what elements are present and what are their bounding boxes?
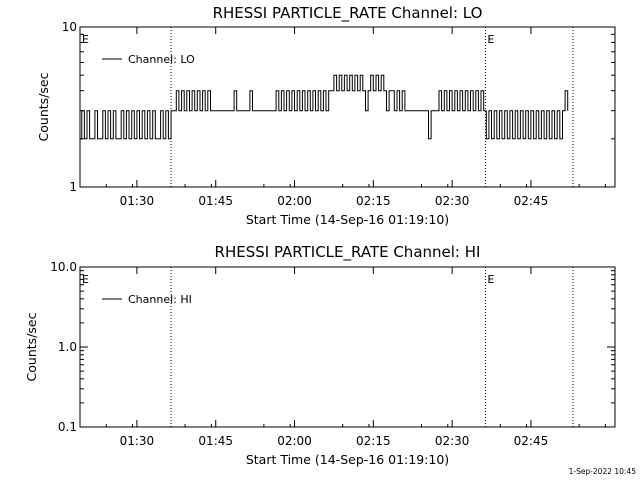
x-axis-label-hi: Start Time (14-Sep-16 01:19:10) [246,452,449,467]
x-tick-label: 02:15 [356,194,391,208]
x-axis-label-lo: Start Time (14-Sep-16 01:19:10) [246,212,449,227]
x-tick-label: 02:45 [514,194,549,208]
y-tick-label: 10 [62,20,77,34]
hi-channel-panel: RHESSI PARTICLE_RATE Channel: HI 01:30 01:… [24,243,616,467]
plot-frame-hi [79,266,616,428]
legend-entry: Channel: HI [128,293,192,306]
y-tick-label: 1 [69,180,77,194]
event-marker-label: E [487,273,494,286]
x-tick-label: 01:30 [120,434,155,448]
x-tick-label: 02:00 [277,434,312,448]
event-marker-label: E [82,33,89,46]
y-tick-label: 10.0 [50,260,77,274]
x-tick-label: 02:30 [435,194,470,208]
legend-entry: Channel: LO [128,53,195,66]
y-tick-label: 1.0 [58,340,77,354]
event-marker-label: E [487,33,494,46]
y-axis-label-hi: Counts/sec [24,312,39,381]
x-tick-label: 01:30 [120,194,155,208]
chart-title-lo: RHESSI PARTICLE_RATE Channel: LO [213,4,483,23]
y-axis-label-lo: Counts/sec [36,72,51,141]
x-tick-label: 02:00 [277,194,312,208]
x-tick-label: 02:45 [514,434,549,448]
event-marker-label: E [82,273,89,286]
series-line-lo [80,74,569,140]
x-tick-label: 02:15 [356,434,391,448]
x-tick-label: 01:45 [198,194,233,208]
y-tick-label: 0.1 [58,420,77,434]
chart-title-hi: RHESSI PARTICLE_RATE Channel: HI [215,243,481,262]
x-tick-label: 01:45 [198,434,233,448]
plot-frame-lo [79,26,616,188]
generation-timestamp: 1-Sep-2022 10:45 [569,467,637,476]
x-tick-label: 02:30 [435,434,470,448]
lo-channel-panel: RHESSI PARTICLE_RATE Channel: LO 01:30 01:… [36,4,616,227]
